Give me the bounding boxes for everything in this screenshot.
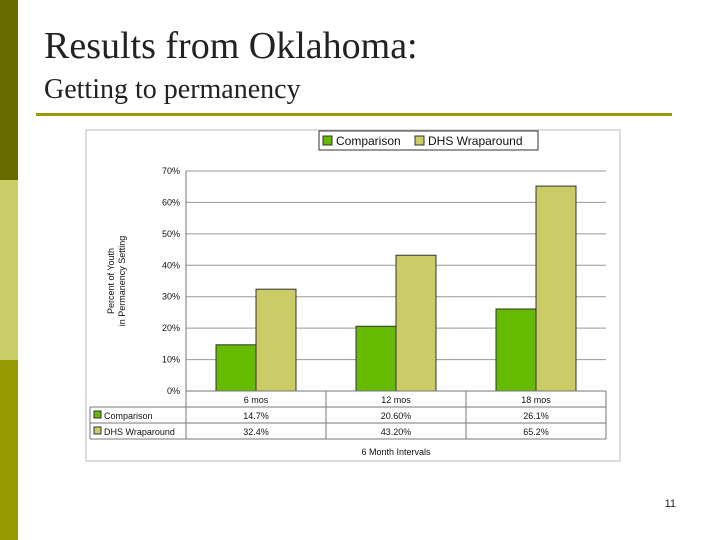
- x-axis-title: 6 Month Intervals: [361, 447, 431, 457]
- side-bar-bottom: [0, 360, 18, 540]
- data-label: 32.4%: [243, 427, 269, 437]
- title-rule: [36, 113, 672, 116]
- bar-wraparound: [395, 254, 437, 392]
- y-tick-label: 20%: [162, 323, 180, 333]
- legend-swatch: [322, 135, 333, 146]
- bar-comparison: [355, 325, 397, 392]
- x-tick-label: 18 mos: [521, 395, 551, 405]
- side-bar-top: [0, 0, 18, 180]
- y-tick-label: 70%: [162, 166, 180, 176]
- side-bar-middle: [0, 180, 18, 360]
- table-series-name: DHS Wraparound: [104, 427, 175, 437]
- y-axis-title-line: Percent of Youth: [106, 248, 116, 314]
- data-label: 43.20%: [381, 427, 412, 437]
- table-series-name: Comparison: [104, 411, 153, 421]
- bar-wraparound: [255, 288, 297, 392]
- table-swatch: [93, 410, 102, 419]
- y-tick-label: 0%: [167, 386, 180, 396]
- y-tick-label: 30%: [162, 292, 180, 302]
- y-tick-label: 40%: [162, 260, 180, 270]
- bar-comparison: [215, 344, 257, 392]
- slide-title: Results from Oklahoma:: [44, 25, 418, 67]
- data-label: 65.2%: [523, 427, 549, 437]
- legend-swatch: [414, 135, 425, 146]
- legend-label: DHS Wraparound: [428, 134, 523, 148]
- chart-frame: [85, 129, 621, 462]
- slide-subtitle: Getting to permanency: [44, 74, 301, 105]
- data-label: 14.7%: [243, 411, 269, 421]
- y-tick-label: 60%: [162, 197, 180, 207]
- legend-label: Comparison: [336, 134, 401, 148]
- x-tick-label: 6 mos: [244, 395, 269, 405]
- bar-comparison: [495, 308, 537, 392]
- x-tick-label: 12 mos: [381, 395, 411, 405]
- legend-box: [318, 130, 539, 151]
- data-label: 20.60%: [381, 411, 412, 421]
- page-number: 11: [664, 498, 676, 510]
- bar-wraparound: [535, 185, 577, 392]
- y-axis-title-line: in Permanency Setting: [117, 236, 127, 327]
- table-swatch: [93, 426, 102, 435]
- y-tick-label: 10%: [162, 355, 180, 365]
- y-tick-label: 50%: [162, 229, 180, 239]
- data-label: 26.1%: [523, 411, 549, 421]
